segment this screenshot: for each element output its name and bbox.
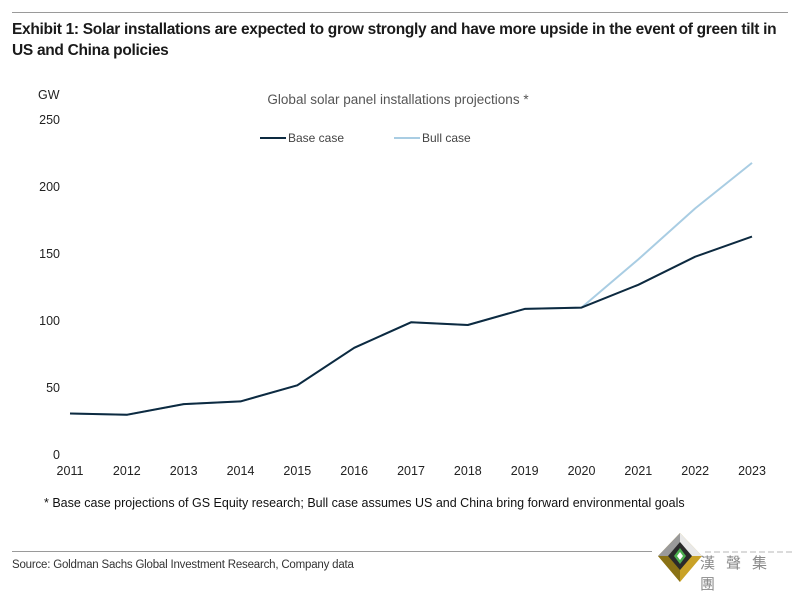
y-axis-unit-label: GW — [38, 88, 60, 102]
y-tick-label: 50 — [46, 381, 60, 395]
x-tick-label: 2015 — [283, 464, 311, 478]
x-tick-label: 2018 — [454, 464, 482, 478]
legend-label: Bull case — [422, 131, 471, 145]
legend-item-base-case: Base case — [260, 131, 344, 145]
y-tick-label: 150 — [39, 247, 60, 261]
y-tick-label: 0 — [53, 448, 60, 462]
legend-label: Base case — [288, 131, 344, 145]
series-line-bull-case — [70, 163, 752, 415]
x-tick-label: 2017 — [397, 464, 425, 478]
y-tick-label: 250 — [39, 113, 60, 127]
x-tick-label: 2020 — [568, 464, 596, 478]
x-tick-label: 2023 — [738, 464, 766, 478]
line-chart: Global solar panel installations project… — [0, 0, 800, 490]
source-note: Source: Goldman Sachs Global Investment … — [12, 559, 354, 571]
x-axis-ticks: 2011 2012 2013 2014 2015 2016 2017 2018 2019 2020… — [57, 464, 766, 478]
y-tick-label: 200 — [39, 180, 60, 194]
x-tick-label: 2021 — [624, 464, 652, 478]
legend-item-bull-case: Bull case — [394, 131, 471, 145]
legend: Base case Bull case — [260, 131, 471, 145]
bottom-rule — [12, 551, 652, 552]
watermark-logo-text: 漢聲集團 — [700, 552, 800, 594]
series-line-base-case — [70, 237, 752, 415]
series-lines — [70, 163, 752, 415]
y-tick-label: 100 — [39, 314, 60, 328]
x-tick-label: 2016 — [340, 464, 368, 478]
y-axis-ticks: 0 50 100 150 200 250 — [39, 113, 60, 462]
x-tick-label: 2013 — [170, 464, 198, 478]
x-tick-label: 2019 — [511, 464, 539, 478]
x-tick-label: 2022 — [681, 464, 709, 478]
x-tick-label: 2011 — [57, 464, 84, 478]
x-tick-label: 2012 — [113, 464, 141, 478]
chart-footnote: * Base case projections of GS Equity res… — [44, 494, 764, 512]
x-tick-label: 2014 — [227, 464, 255, 478]
chart-title: Global solar panel installations project… — [267, 92, 529, 107]
